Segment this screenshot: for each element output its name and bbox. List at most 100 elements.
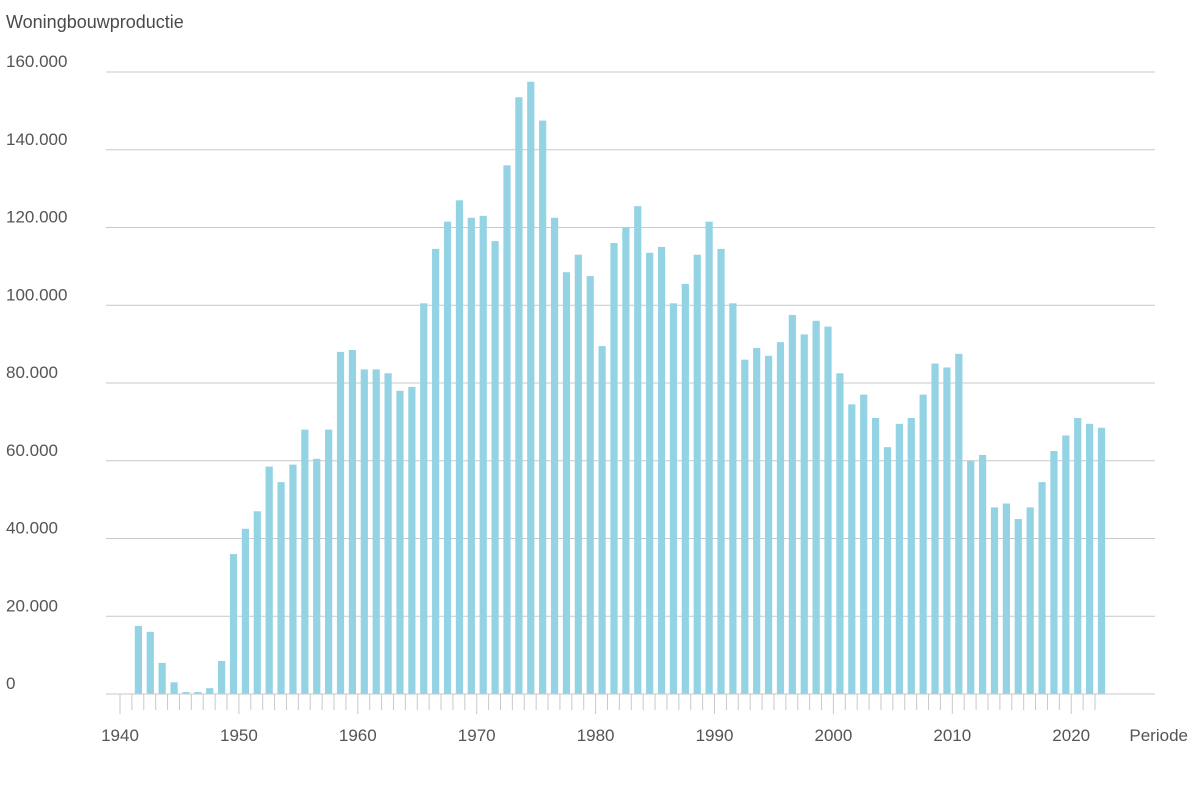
bar bbox=[384, 373, 392, 694]
x-tick-label: 2010 bbox=[933, 726, 971, 745]
bar bbox=[301, 429, 309, 694]
bar bbox=[218, 660, 226, 694]
x-tick-label: 2000 bbox=[815, 726, 853, 745]
bar bbox=[408, 386, 416, 694]
y-tick-label: 80.000 bbox=[6, 363, 58, 382]
x-tick-label: 1950 bbox=[220, 726, 258, 745]
bar bbox=[776, 342, 785, 694]
x-axis-label: Periode bbox=[1129, 726, 1188, 745]
bar bbox=[372, 369, 380, 694]
bar bbox=[241, 528, 249, 694]
bar bbox=[979, 454, 987, 694]
bar bbox=[455, 200, 464, 695]
bar bbox=[229, 554, 238, 694]
bar bbox=[1026, 507, 1034, 694]
bar bbox=[646, 252, 654, 694]
bar bbox=[443, 221, 452, 695]
bar bbox=[360, 369, 368, 694]
bar bbox=[622, 227, 630, 694]
x-tick-label: 1940 bbox=[101, 726, 139, 745]
bar bbox=[883, 447, 892, 694]
bar bbox=[848, 404, 856, 694]
bar bbox=[1002, 503, 1010, 694]
bar bbox=[764, 355, 773, 694]
bar bbox=[943, 367, 951, 694]
bar bbox=[610, 243, 618, 695]
bar bbox=[705, 221, 713, 695]
bar bbox=[170, 682, 178, 694]
bar bbox=[1086, 423, 1094, 694]
bar bbox=[491, 241, 499, 695]
bar bbox=[836, 373, 844, 694]
x-tick-label: 1990 bbox=[696, 726, 734, 745]
bar bbox=[598, 346, 606, 694]
bar bbox=[800, 334, 808, 694]
y-tick-label: 100.000 bbox=[6, 285, 67, 304]
bar bbox=[336, 351, 345, 694]
bar bbox=[158, 662, 166, 694]
x-tick-label: 2020 bbox=[1052, 726, 1090, 745]
bar bbox=[574, 254, 582, 694]
bar bbox=[681, 283, 689, 694]
bar bbox=[253, 511, 261, 694]
bar bbox=[182, 692, 190, 694]
bar bbox=[1097, 427, 1106, 694]
bar bbox=[515, 97, 523, 694]
bar bbox=[146, 631, 154, 694]
bar bbox=[289, 464, 297, 694]
bar bbox=[277, 482, 285, 694]
bar bbox=[669, 303, 678, 694]
bar bbox=[919, 394, 927, 694]
bar bbox=[990, 507, 999, 694]
y-tick-labels: 0 20.000 40.000 60.000 80.000 100.000 120.000 1… bbox=[6, 52, 67, 693]
bar bbox=[657, 246, 666, 694]
bar bbox=[860, 394, 868, 694]
bar bbox=[1050, 451, 1058, 694]
bar bbox=[931, 363, 939, 694]
bar bbox=[586, 276, 594, 694]
bar bbox=[313, 458, 321, 694]
bar bbox=[527, 81, 535, 695]
bar bbox=[717, 248, 725, 694]
bar bbox=[895, 423, 903, 694]
bar bbox=[729, 303, 737, 694]
x-ticks: 1940 1950 1960 1970 1980 1990 2000 2010 2020 bbox=[101, 694, 1096, 745]
bar bbox=[539, 120, 547, 695]
bar bbox=[562, 272, 571, 694]
x-tick-label: 1980 bbox=[577, 726, 615, 745]
y-tick-label: 160.000 bbox=[6, 52, 67, 71]
bar bbox=[741, 359, 749, 694]
y-tick-label: 40.000 bbox=[6, 519, 58, 538]
bar bbox=[348, 349, 357, 694]
y-tick-label: 20.000 bbox=[6, 596, 58, 615]
bar bbox=[967, 460, 975, 694]
bar bbox=[479, 215, 487, 694]
bar bbox=[396, 390, 404, 694]
bars bbox=[134, 81, 1106, 695]
bar bbox=[907, 417, 915, 694]
bar bbox=[1062, 435, 1070, 694]
bar bbox=[503, 165, 511, 695]
y-tick-label: 60.000 bbox=[6, 441, 58, 460]
bar bbox=[550, 217, 559, 694]
bar bbox=[432, 248, 440, 694]
bar bbox=[1074, 417, 1082, 694]
bar bbox=[788, 314, 796, 694]
bar bbox=[325, 429, 333, 694]
bar bbox=[467, 217, 475, 694]
bar bbox=[824, 326, 832, 694]
x-tick-label: 1960 bbox=[339, 726, 377, 745]
y-tick-label: 120.000 bbox=[6, 208, 67, 227]
bar bbox=[194, 692, 202, 694]
bar bbox=[871, 417, 880, 694]
bar bbox=[1014, 519, 1022, 694]
bar bbox=[420, 303, 428, 694]
y-tick-label: 140.000 bbox=[6, 130, 67, 149]
bar bbox=[634, 206, 642, 694]
bar bbox=[955, 353, 963, 694]
bar bbox=[812, 320, 820, 694]
bar bbox=[1038, 482, 1046, 694]
x-tick-label: 1970 bbox=[458, 726, 496, 745]
bar bbox=[693, 254, 701, 694]
